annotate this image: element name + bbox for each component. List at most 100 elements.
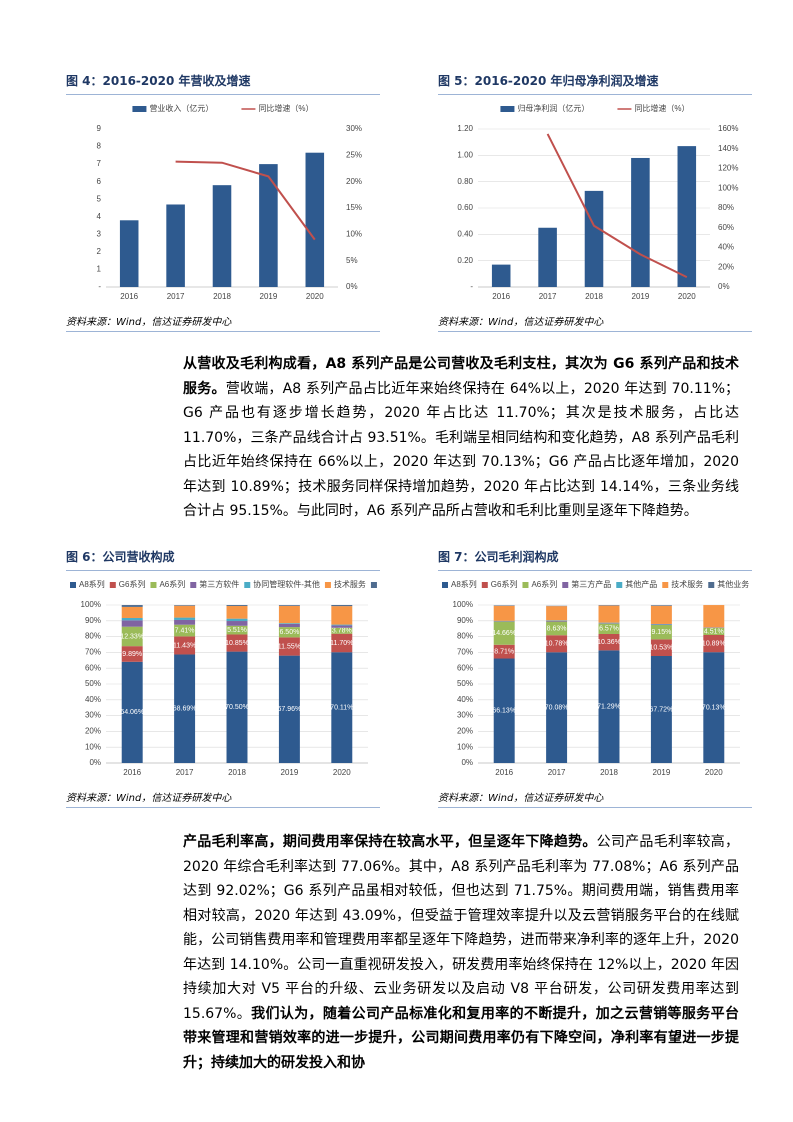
y-tick-label: 1.00 <box>457 150 473 159</box>
legend-label: 协同管理软件-其他 <box>253 579 320 589</box>
legend-swatch <box>244 582 251 588</box>
bar-segment <box>598 650 620 763</box>
legend-swatch <box>562 582 569 588</box>
legend-label: G6系列 <box>491 579 518 589</box>
bar-segment <box>331 606 353 625</box>
legend-swatch <box>132 106 147 112</box>
y-tick-label: 4 <box>97 212 102 221</box>
y-tick-label: 100% <box>81 600 101 609</box>
legend-label: 第三方软件 <box>199 579 239 589</box>
legend-label: 同比增速（%） <box>258 103 313 113</box>
legend-swatch <box>500 106 515 112</box>
legend-swatch <box>708 582 715 588</box>
data-label: 11.55% <box>278 643 301 650</box>
figure-title: 图 7：公司毛利润构成 <box>438 548 752 571</box>
x-tick-label: 2019 <box>632 292 650 301</box>
legend-swatch <box>70 582 76 588</box>
bar-segment <box>331 627 353 634</box>
bar-segment <box>278 655 300 763</box>
data-label: 7.41% <box>175 627 195 634</box>
bar-segment <box>493 658 515 763</box>
data-label: 71.29% <box>597 704 621 711</box>
x-tick-label: 2019 <box>260 292 278 301</box>
legend-label: 营业收入（亿元） <box>149 103 213 113</box>
bar <box>305 152 325 287</box>
y2-tick-label: 5% <box>346 256 358 265</box>
source: 资料来源：Wind，信达证券研发中心 <box>438 311 752 332</box>
bar-segment <box>650 656 672 763</box>
bar-segment <box>598 623 620 634</box>
data-label: 14.66% <box>492 630 516 637</box>
bar-segment <box>703 605 725 628</box>
y-tick-label: 0.80 <box>457 177 473 186</box>
x-tick-label: 2019 <box>653 768 671 777</box>
bar-segment <box>174 624 196 637</box>
figure-title: 图 6：公司营收构成 <box>66 548 380 571</box>
y-tick-label: 60% <box>85 663 101 672</box>
y-tick-label: 80% <box>457 632 473 641</box>
legend-label: A8系列 <box>79 579 105 589</box>
data-label: 11.43% <box>173 642 196 649</box>
bar-segment <box>650 624 672 640</box>
y-tick-label: 100% <box>453 600 473 609</box>
y-tick-label: 2 <box>97 247 102 256</box>
y2-tick-label: 140% <box>718 144 738 153</box>
bar-segment <box>121 661 143 763</box>
bar-segment <box>174 619 196 625</box>
legend-swatch <box>522 582 529 588</box>
bar-segment <box>226 625 248 635</box>
y2-tick-label: 160% <box>718 124 738 133</box>
y-tick-label: 3 <box>97 229 102 238</box>
bar-segment <box>121 606 143 618</box>
bar-segment <box>546 652 568 763</box>
figure: 图 6：公司营收构成 0% 10% 20% 30% 40% 50% 60% 70% 80% 90%… <box>66 548 380 808</box>
legend-label: 其他产品 <box>625 579 657 589</box>
bar-segment <box>226 634 248 652</box>
chart: - 1 2 3 4 5 6 7 8 9 0% 5% 10% 15% 20% 25% 30% 2016 2017 201… <box>97 103 362 301</box>
bar <box>584 190 604 287</box>
legend-swatch <box>109 582 116 588</box>
bar-segment <box>121 646 143 662</box>
x-tick-label: 2019 <box>281 768 299 777</box>
bar-segment <box>703 634 725 653</box>
y-tick-label: 0.60 <box>457 203 473 212</box>
y-tick-label: 30% <box>457 711 473 720</box>
bar-segment <box>598 633 620 651</box>
y-tick-label: 5 <box>97 194 102 203</box>
bar-segment <box>226 621 248 626</box>
source: 资料来源：Wind，信达证券研发中心 <box>438 787 752 808</box>
y-tick-label: 1.20 <box>457 124 473 133</box>
bar-segment <box>331 625 353 628</box>
x-tick-label: 2020 <box>333 768 351 777</box>
bar <box>677 146 697 287</box>
x-tick-label: 2018 <box>228 768 246 777</box>
data-label: 8.71% <box>494 648 514 655</box>
text-run: 产品毛利率高，期间费用率保持在较高水平，但呈逐年下降趋势。 <box>183 834 597 850</box>
x-tick-label: 2020 <box>705 768 723 777</box>
bar-segment <box>278 605 300 624</box>
y-tick-label: 20% <box>457 727 473 736</box>
bar-segment <box>493 644 515 659</box>
y-tick-label: 40% <box>85 695 101 704</box>
bar-segment <box>703 627 725 635</box>
y-tick-label: 0.20 <box>457 256 473 265</box>
legend-label: 第三方产品 <box>571 579 611 589</box>
legend-swatch <box>370 582 377 588</box>
y-tick-label: 1 <box>97 265 102 274</box>
text-run: 营收端，A8 系列产品占比近年来始终保持在 64%以上，2020 年达到 70.… <box>183 380 739 520</box>
figure-title: 图 5：2016-2020 年归母净利润及增速 <box>438 72 752 95</box>
legend-label: 同比增速（%） <box>634 103 689 113</box>
figure: 图 4：2016-2020 年营收及增速 - 1 2 3 4 5 6 7 8 9 0% 5% 10% 15… <box>66 72 380 332</box>
y-tick-label: 40% <box>457 695 473 704</box>
y2-tick-label: 0% <box>346 282 358 291</box>
y-tick-label: - <box>98 282 101 291</box>
y-tick-label: 10% <box>457 742 473 751</box>
y2-tick-label: 0% <box>718 282 730 291</box>
paragraph: 从营收及毛利构成看，A8 系列产品是公司营收及毛利支柱，其次为 G6 系列产品和… <box>183 352 739 524</box>
chart: 0% 10% 20% 30% 40% 50% 60% 70% 80% 90% 100% 2016 201… <box>70 579 380 777</box>
data-label: 67.96% <box>278 706 302 713</box>
legend-swatch <box>150 582 157 588</box>
figure: 图 7：公司毛利润构成 0% 10% 20% 30% 40% 50% 60% 70% 80% 90… <box>438 548 752 808</box>
y-tick-label: 90% <box>85 616 101 625</box>
